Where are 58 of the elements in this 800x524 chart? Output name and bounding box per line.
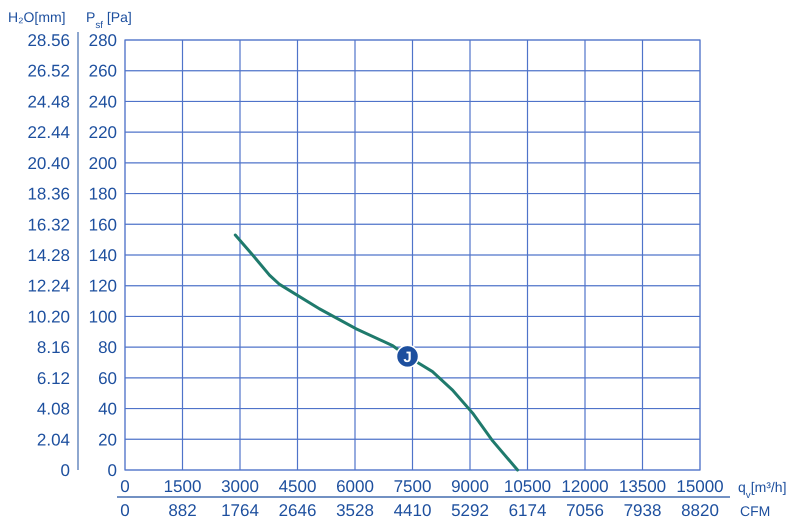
y2-tick-label: 24.48 bbox=[27, 92, 70, 112]
y2-tick-label: 16.32 bbox=[27, 215, 70, 234]
y-tick-label: 240 bbox=[88, 92, 117, 112]
x2-tick-label: 1764 bbox=[221, 501, 259, 520]
x-tick-label: 10500 bbox=[504, 477, 552, 496]
y2-tick-label: 6.12 bbox=[36, 368, 70, 388]
x2-tick-label: 0 bbox=[120, 501, 130, 520]
x-axis-title: q$_{v}$[m³/h] bbox=[738, 479, 786, 500]
y-tick-label: 220 bbox=[88, 123, 117, 142]
x-tick-label: 12000 bbox=[561, 477, 609, 496]
y-tick-label: 140 bbox=[88, 246, 117, 265]
x-tick-label: 1500 bbox=[164, 477, 202, 496]
y-axis-title: P$_{sf}$ [Pa] bbox=[86, 9, 132, 30]
y-tick-label: 40 bbox=[98, 400, 117, 419]
x2-tick-label: 2646 bbox=[278, 501, 316, 520]
x2-tick-label: 5292 bbox=[451, 501, 489, 520]
y2-axis-title: H₂O[mm] bbox=[8, 9, 66, 25]
y-tick-label: 80 bbox=[98, 338, 117, 358]
y-tick-label: 280 bbox=[88, 31, 117, 50]
y2-tick-label: 22.44 bbox=[27, 123, 70, 142]
x-tick-label: 4500 bbox=[278, 477, 316, 496]
x2-tick-label: 8820 bbox=[681, 501, 719, 520]
y2-tick-label: 4.08 bbox=[36, 400, 70, 419]
y2-tick-label: 20.40 bbox=[27, 154, 70, 173]
x2-tick-label: 7056 bbox=[566, 501, 604, 520]
y2-tick-label: 14.28 bbox=[27, 246, 70, 265]
y-tick-label: 260 bbox=[88, 62, 117, 81]
x-tick-label: 0 bbox=[120, 477, 130, 496]
x2-tick-label: 6174 bbox=[508, 501, 546, 520]
x-tick-label: 6000 bbox=[336, 477, 374, 496]
y2-tick-label: 10.20 bbox=[27, 307, 70, 326]
y-tick-label: 200 bbox=[88, 154, 117, 173]
x2-tick-label: 3528 bbox=[336, 501, 374, 520]
y2-tick-label: 28.56 bbox=[27, 31, 70, 50]
x-tick-label: 9000 bbox=[451, 477, 489, 496]
x-tick-label: 15000 bbox=[676, 477, 724, 496]
y-tick-label: 120 bbox=[88, 276, 117, 296]
x2-tick-label: 882 bbox=[168, 501, 197, 520]
x-tick-label: 13500 bbox=[618, 477, 666, 496]
y2-tick-label: 26.52 bbox=[27, 62, 70, 81]
y2-tick-label: 0 bbox=[60, 461, 70, 480]
x2-tick-label: 7938 bbox=[624, 501, 662, 520]
annotation: J bbox=[403, 348, 412, 366]
y2-tick-label: 18.36 bbox=[27, 184, 70, 204]
line-series bbox=[234, 234, 520, 472]
y-tick-label: 160 bbox=[88, 215, 117, 234]
x-tick-label: 3000 bbox=[221, 477, 259, 496]
x2-axis-title: CFM bbox=[740, 503, 770, 519]
y-tick-label: 100 bbox=[88, 307, 117, 326]
y2-tick-label: 12.24 bbox=[27, 276, 70, 296]
y-tick-label: 20 bbox=[98, 430, 117, 450]
y-tick-label: 0 bbox=[108, 461, 117, 480]
y-tick-label: 60 bbox=[98, 368, 117, 388]
y2-tick-label: 2.04 bbox=[36, 430, 70, 450]
y2-tick-label: 8.16 bbox=[36, 338, 70, 358]
x2-tick-label: 4410 bbox=[394, 501, 432, 520]
x-tick-label: 7500 bbox=[394, 477, 432, 496]
y-tick-label: 180 bbox=[88, 184, 117, 204]
